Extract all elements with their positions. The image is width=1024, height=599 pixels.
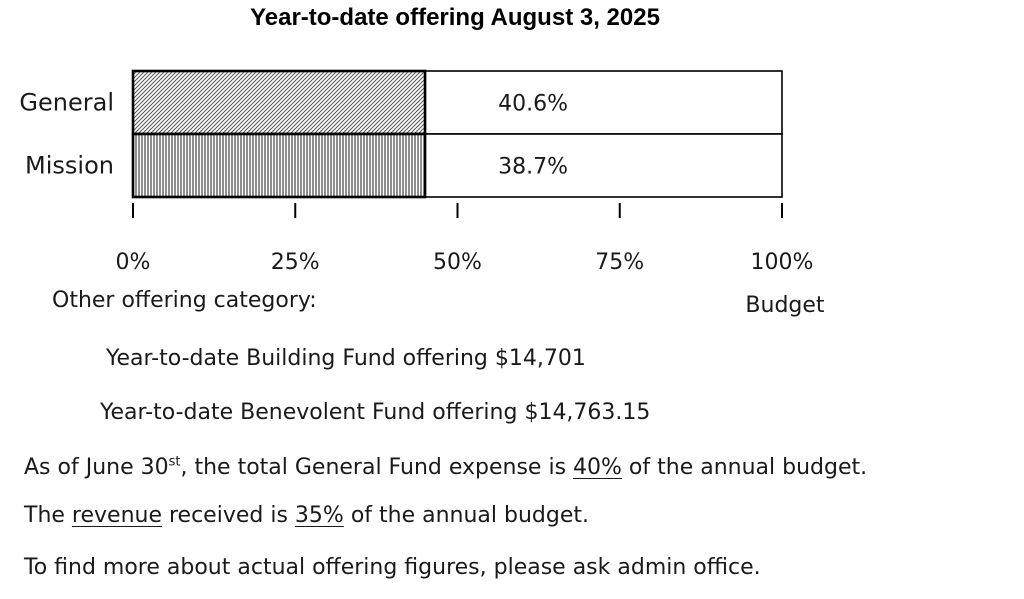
category-label-general: General <box>19 89 114 117</box>
x-tick-label: 75% <box>595 250 644 275</box>
x-axis-label: Budget <box>745 293 825 318</box>
other-category-heading: Other offering category: <box>52 288 317 313</box>
x-tick-label: 100% <box>751 250 814 275</box>
bar-mission <box>131 132 427 199</box>
bar-general <box>131 69 427 136</box>
data-label-mission: 38.7% <box>498 155 568 180</box>
x-tick-label: 25% <box>271 250 320 275</box>
revenue-percent: 35% <box>294 503 344 528</box>
revenue-statement: The revenue received is 35% of the annua… <box>24 503 589 528</box>
expense-statement: As of June 30st, the total General Fund … <box>24 455 867 480</box>
expense-text-1: As of June 30 <box>24 455 169 480</box>
expense-text-2: , the total General Fund expense is <box>180 455 574 480</box>
revenue-word: revenue <box>71 503 162 528</box>
revenue-text-2: received is <box>162 503 295 528</box>
expense-superscript: st <box>168 454 181 470</box>
revenue-text-3: of the annual budget. <box>343 503 590 528</box>
data-label-general: 40.6% <box>498 92 568 117</box>
revenue-text-1: The <box>24 503 72 528</box>
x-tick-label: 0% <box>116 250 151 275</box>
category-label-mission: Mission <box>25 152 114 180</box>
bar-chart: General 40.6% Mission 38.7% 0% 25% 50% 75% 100%… <box>19 69 825 318</box>
chart-title: Year-to-date offering August 3, 2025 <box>250 4 660 31</box>
x-tick-label: 50% <box>433 250 482 275</box>
benevolent-fund-line: Year-to-date Benevolent Fund offering $1… <box>100 400 651 425</box>
expense-text-3: of the annual budget. <box>621 455 868 480</box>
building-fund-line: Year-to-date Building Fund offering $14,… <box>106 346 586 371</box>
contact-note: To find more about actual offering figur… <box>24 555 761 580</box>
expense-percent: 40% <box>573 455 622 480</box>
